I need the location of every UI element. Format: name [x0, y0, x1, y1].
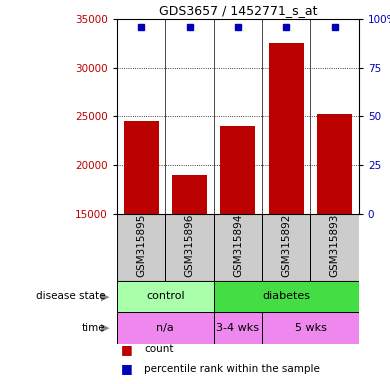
Bar [117, 281, 214, 312]
Bar [214, 312, 262, 344]
Text: ▶: ▶ [101, 291, 109, 301]
Text: GSM315895: GSM315895 [136, 214, 146, 278]
Bar [310, 214, 359, 281]
Text: time: time [82, 323, 105, 333]
Text: GSM315896: GSM315896 [184, 214, 195, 278]
Text: GSM315892: GSM315892 [281, 214, 291, 278]
Text: ■: ■ [121, 362, 133, 375]
Bar [269, 43, 304, 214]
Bar [214, 281, 359, 312]
Text: control: control [146, 291, 185, 301]
Bar [262, 214, 310, 281]
Text: percentile rank within the sample: percentile rank within the sample [144, 364, 320, 374]
Text: diabetes: diabetes [262, 291, 310, 301]
Text: disease state: disease state [36, 291, 105, 301]
Bar [262, 312, 359, 344]
Bar [172, 175, 207, 214]
Text: ▶: ▶ [101, 323, 109, 333]
Bar [124, 121, 159, 214]
Text: count: count [144, 344, 174, 354]
Text: 5 wks: 5 wks [294, 323, 326, 333]
Text: GSM315893: GSM315893 [330, 214, 340, 278]
Bar [214, 214, 262, 281]
Text: GSM315894: GSM315894 [233, 214, 243, 278]
Title: GDS3657 / 1452771_s_at: GDS3657 / 1452771_s_at [159, 3, 317, 17]
Text: n/a: n/a [156, 323, 174, 333]
Bar [117, 312, 214, 344]
Bar [165, 214, 214, 281]
Bar [220, 126, 255, 214]
Text: 3-4 wks: 3-4 wks [216, 323, 259, 333]
Text: ■: ■ [121, 343, 133, 356]
Bar [317, 114, 352, 214]
Bar [117, 214, 165, 281]
